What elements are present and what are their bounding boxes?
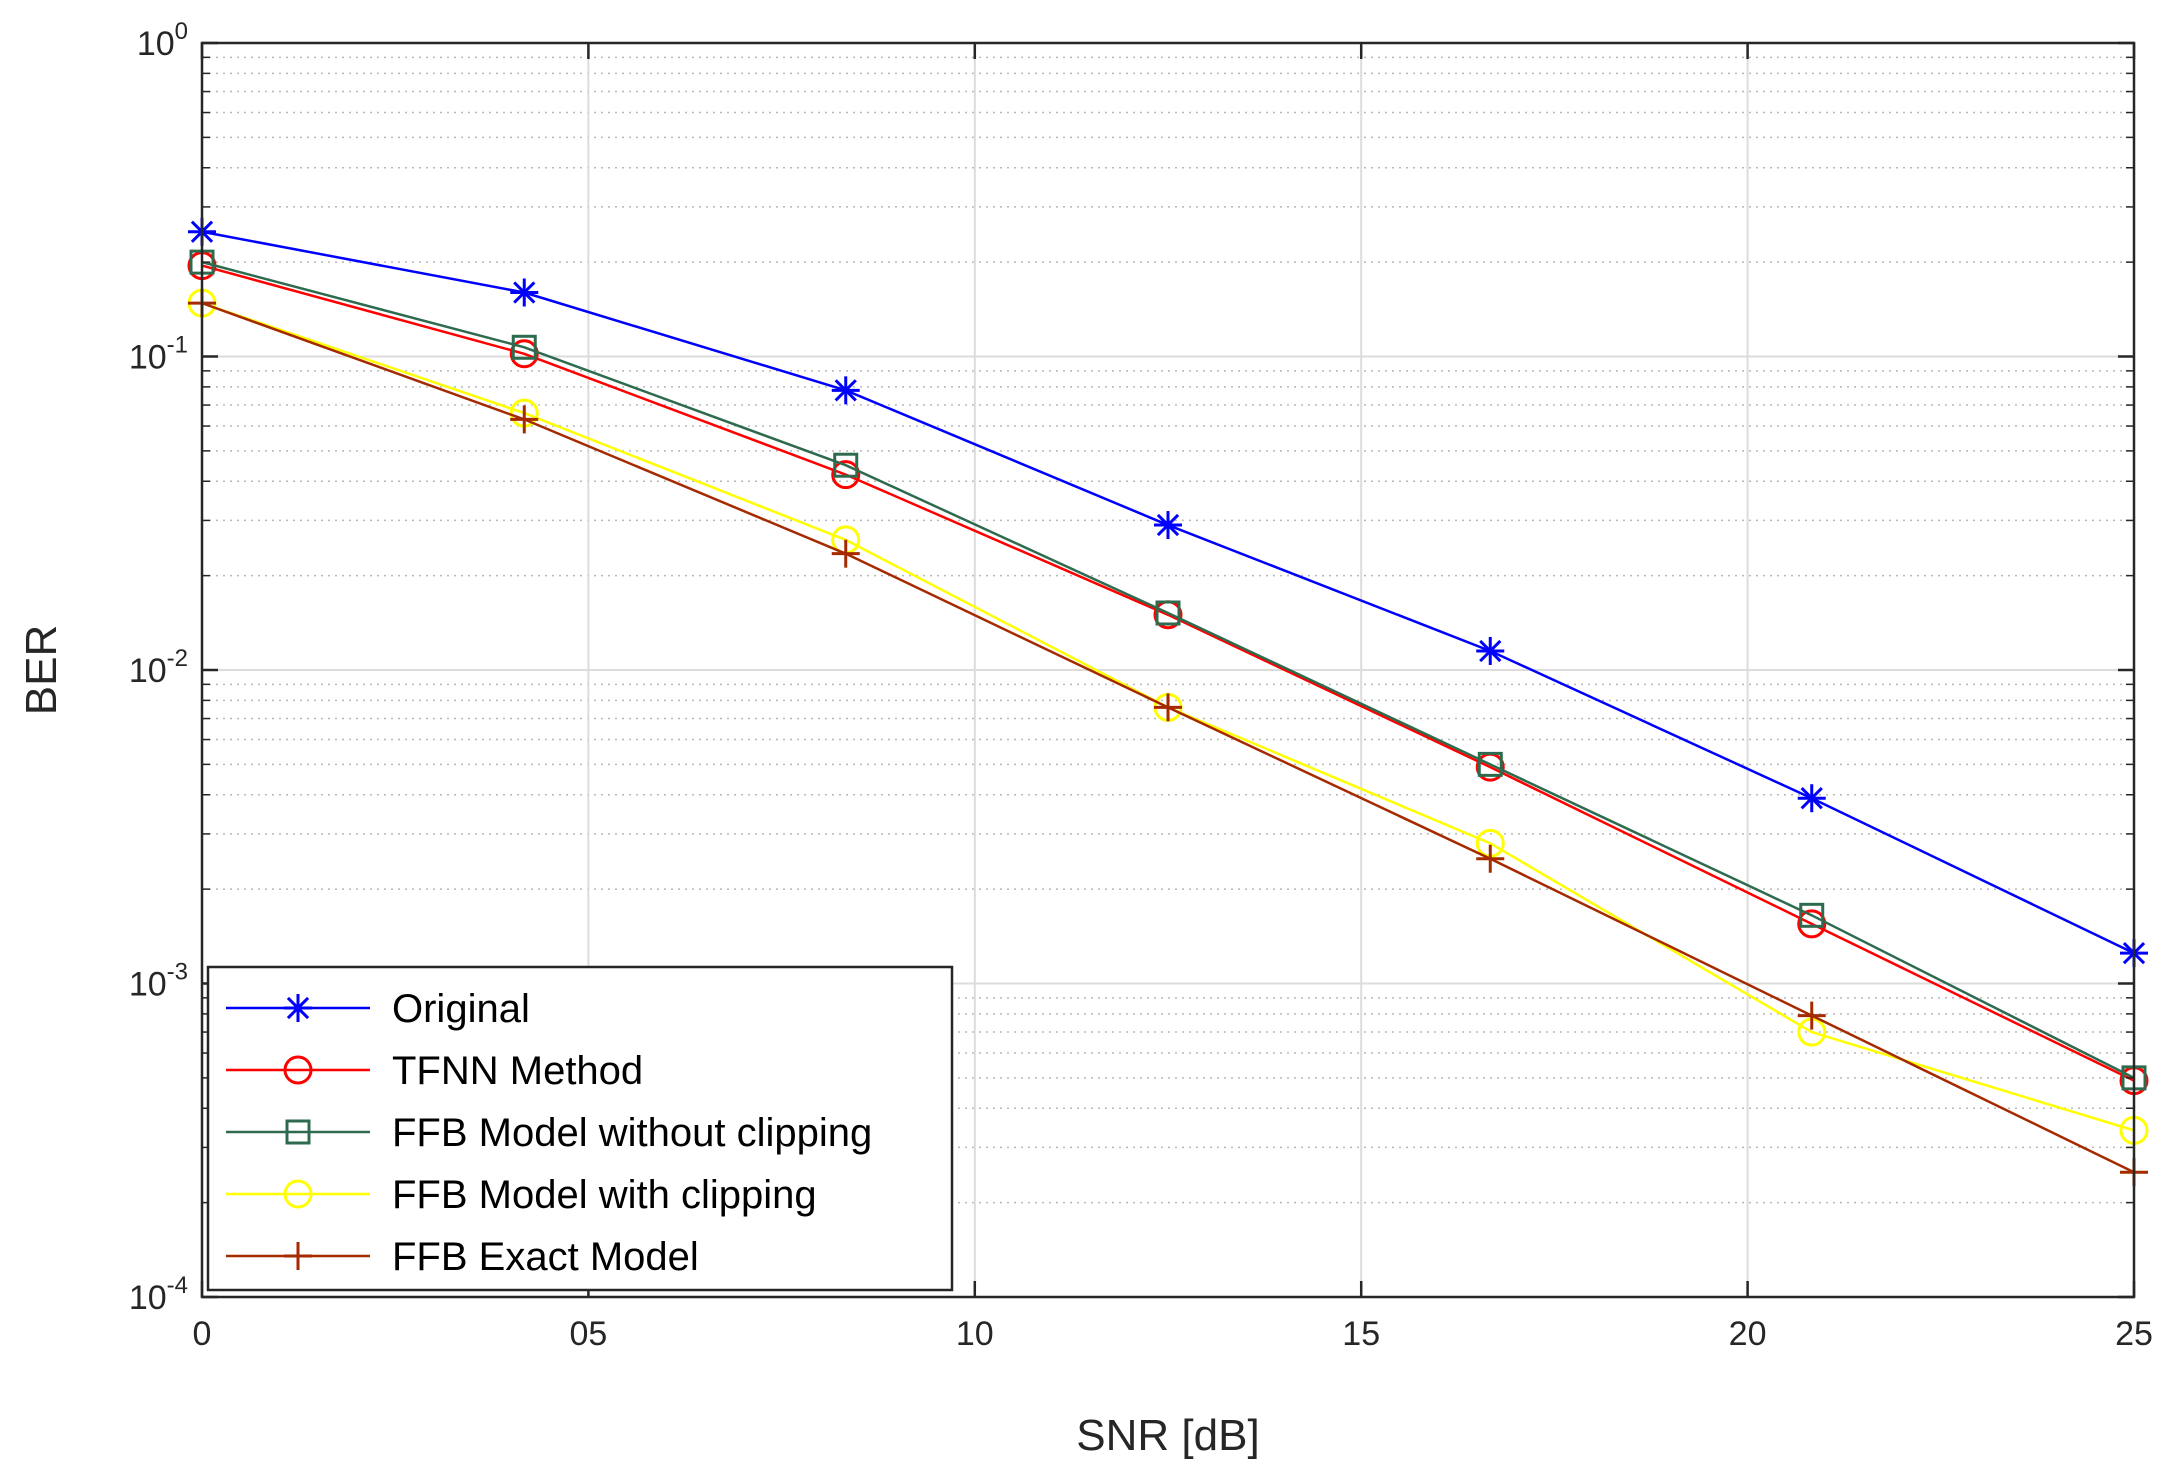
x-tick-labels: 0 05 10 15 20 25: [193, 1315, 2153, 1353]
y-tick-power: -1: [167, 332, 188, 359]
x-tick-label: 10: [956, 1315, 994, 1353]
data-point-original: [510, 278, 539, 307]
data-point-original: [1154, 511, 1182, 540]
data-point-ffb-model-without-clipping: [511, 334, 537, 360]
y-tick-label: 10-2: [129, 645, 188, 690]
legend-entry-ffb-exact-model: FFB Exact Model: [226, 1235, 699, 1279]
y-tick-base: 10: [129, 966, 167, 1004]
y-tick-label: 10-3: [129, 959, 188, 1004]
y-tick-base: 10: [129, 339, 167, 377]
data-point-original-d2: [834, 379, 857, 402]
y-tick-label: 100: [137, 18, 188, 63]
data-point-original: [1797, 784, 1826, 813]
series-line-tfnn-method: [201, 264, 2135, 1082]
series-line-ffb-model-without-clipping: [201, 260, 2135, 1079]
legend: Original TFNN Method FFB Model without cli…: [206, 965, 954, 1292]
y-tick-power: -3: [167, 959, 188, 986]
y-tick-power: -2: [167, 645, 188, 672]
y-axis-label: BER: [17, 625, 66, 715]
data-point-ffb-exact-model: [1476, 844, 1505, 873]
y-tick-base: 10: [129, 652, 167, 690]
data-point-original: [1476, 636, 1505, 665]
data-point-original: [831, 376, 860, 405]
data-point-ffb-exact-model: [1797, 1001, 1826, 1030]
legend-swatch-marker: [283, 1055, 313, 1085]
legend-swatch-marker-d2: [286, 996, 310, 1020]
x-tick-label: 20: [1729, 1315, 1767, 1353]
x-tick-label: 15: [1342, 1315, 1380, 1353]
y-tick-base: 10: [129, 1279, 167, 1317]
y-tick-base: 10: [137, 25, 175, 63]
data-point-ffb-exact-model: [510, 405, 539, 434]
legend-entry-ffb-model-with-clipping: FFB Model with clipping: [226, 1173, 817, 1217]
legend-swatch-marker: [284, 994, 312, 1022]
legend-label: FFB Model without clipping: [392, 1111, 872, 1155]
data-point-original-d2: [1479, 639, 1502, 663]
y-tick-label: 10-1: [129, 332, 188, 377]
legend-box: [206, 965, 954, 1292]
x-tick-label: 0: [193, 1315, 212, 1353]
data-point-original-d2: [1800, 787, 1823, 810]
x-axis-label: SNR [dB]: [1076, 1411, 1259, 1460]
data-point-ffb-model-without-clipping: [833, 452, 859, 478]
data-point-tfnn-method: [831, 460, 861, 490]
data-point-original-d2: [1156, 513, 1180, 537]
x-tick-label: 05: [569, 1315, 607, 1353]
data-point-ffb-exact-model: [1154, 693, 1182, 722]
legend-entry-original: Original: [226, 987, 530, 1031]
legend-label: FFB Exact Model: [392, 1235, 699, 1279]
data-point-ffb-exact-model: [831, 539, 860, 568]
legend-entry-tfnn-method: TFNN Method: [226, 1049, 643, 1093]
data-point-ffb-model-without-clipping: [1799, 902, 1825, 928]
legend-label: FFB Model with clipping: [392, 1173, 817, 1217]
data-point-tfnn-method: [1797, 909, 1827, 939]
data-point-original-d2: [513, 281, 536, 304]
data-point-tfnn-method: [509, 339, 539, 369]
y-tick-label: 10-4: [129, 1272, 188, 1317]
legend-entry-ffb-model-without-clipping: FFB Model without clipping: [226, 1111, 872, 1155]
legend-swatch-marker: [284, 1242, 312, 1270]
data-point-ffb-model-without-clipping: [1155, 600, 1181, 626]
legend-label: Original: [392, 987, 530, 1031]
y-tick-power: 0: [175, 18, 188, 45]
legend-swatch-marker: [283, 1179, 313, 1209]
x-tick-label: 25: [2115, 1315, 2153, 1353]
y-tick-power: -4: [167, 1272, 188, 1299]
legend-label: TFNN Method: [392, 1049, 643, 1093]
data-point-ffb-model-without-clipping: [1477, 751, 1503, 777]
legend-swatch-marker: [285, 1119, 311, 1145]
